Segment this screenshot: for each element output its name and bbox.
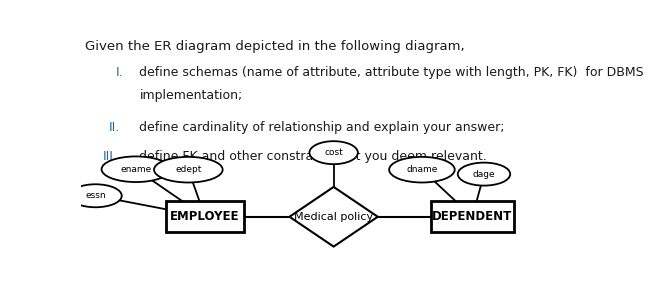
Text: Given the ER diagram depicted in the following diagram,: Given the ER diagram depicted in the fol… (85, 40, 465, 53)
Text: implementation;: implementation; (139, 89, 243, 102)
Text: cost: cost (324, 148, 343, 157)
Text: III.: III. (103, 150, 117, 163)
Ellipse shape (458, 163, 510, 186)
Text: dage: dage (473, 170, 495, 179)
Text: II.: II. (109, 121, 120, 134)
FancyBboxPatch shape (431, 201, 514, 232)
Text: DEPENDENT: DEPENDENT (432, 210, 512, 223)
Text: Medical policy: Medical policy (294, 212, 373, 222)
Text: define cardinality of relationship and explain your answer;: define cardinality of relationship and e… (139, 121, 505, 134)
Ellipse shape (389, 157, 454, 183)
Text: edept: edept (175, 165, 202, 174)
Text: define schemas (name of attribute, attribute type with length, PK, FK)  for DBMS: define schemas (name of attribute, attri… (139, 67, 644, 79)
Ellipse shape (309, 141, 358, 164)
Ellipse shape (102, 156, 170, 182)
Text: I.: I. (116, 67, 123, 79)
Ellipse shape (154, 157, 223, 183)
Text: define FK and other constrains that you deem relevant.: define FK and other constrains that you … (139, 150, 487, 163)
Text: dname: dname (406, 165, 437, 174)
Text: ename: ename (120, 165, 152, 174)
Ellipse shape (69, 184, 122, 207)
FancyBboxPatch shape (166, 201, 244, 232)
Polygon shape (290, 187, 378, 247)
Text: EMPLOYEE: EMPLOYEE (170, 210, 240, 223)
Text: essn: essn (85, 191, 106, 200)
